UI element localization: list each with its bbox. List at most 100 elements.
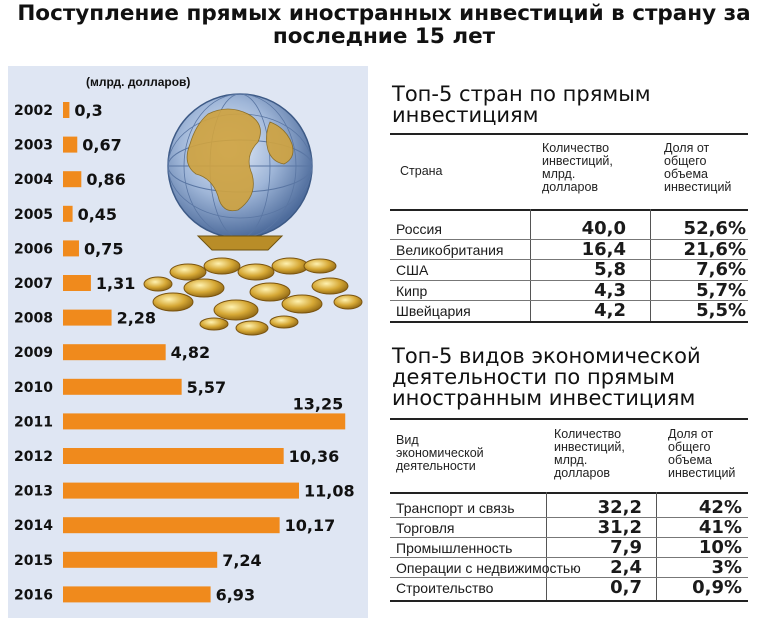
infographic-title: Поступление прямых иностранных инвестици… xyxy=(0,2,768,48)
year-label: 2013 xyxy=(14,484,53,500)
countries-header-amount: Количество инвестиций, млрд. долларов xyxy=(542,141,613,194)
value-label: 2,28 xyxy=(117,309,156,328)
year-label: 2015 xyxy=(14,553,53,569)
activity-share: 10% xyxy=(698,537,742,558)
country-amount: 40,0 xyxy=(581,218,626,239)
activity-share: 42% xyxy=(698,497,742,518)
bar-2012 xyxy=(63,448,284,464)
activity-amount: 0,7 xyxy=(610,577,642,598)
bar-2013 xyxy=(63,482,300,499)
activity-share: 3% xyxy=(711,557,742,578)
activities-table: Вид экономической деятельности Количеств… xyxy=(390,418,750,608)
country-share: 5,7% xyxy=(696,279,746,301)
year-label: 2002 xyxy=(14,103,53,119)
activity-name: Строительство xyxy=(396,580,494,596)
title-text: Поступление прямых иностранных инвестици… xyxy=(17,1,751,49)
chart-unit-label: (млрд. долларов) xyxy=(86,75,190,89)
bar-2007 xyxy=(63,275,91,291)
bar-2010 xyxy=(63,378,182,395)
country-row: Россия 40,0 52,6% xyxy=(390,218,748,239)
activity-amount: 32,2 xyxy=(597,497,642,518)
activity-row: Торговля 31,2 41% xyxy=(390,517,748,538)
activity-amount: 2,4 xyxy=(610,557,642,578)
tables-panel xyxy=(368,66,762,618)
value-label: 0,3 xyxy=(74,101,102,120)
country-row: США 5,8 7,6% xyxy=(390,259,748,280)
activity-share: 41% xyxy=(698,517,742,538)
activity-row: Транспорт и связь 32,2 42% xyxy=(390,497,748,518)
value-label: 1,31 xyxy=(96,274,135,293)
country-name: Швейцария xyxy=(396,303,471,319)
activity-row: Операции с недвижимостью 2,4 3% xyxy=(390,557,748,578)
bar-2002 xyxy=(63,102,70,118)
value-label: 0,67 xyxy=(82,136,121,155)
year-label: 2009 xyxy=(14,345,53,361)
activities-title-line-1: Топ-5 видов экономической xyxy=(392,344,701,368)
bar-2005 xyxy=(63,205,73,222)
bar-2014 xyxy=(63,517,280,534)
value-label: 0,75 xyxy=(84,239,123,258)
activities-header-share: Доля от общего объема инвестиций xyxy=(668,427,736,480)
country-row: Швейцария 4,2 5,5% xyxy=(390,300,748,321)
activity-name: Торговля xyxy=(396,520,455,536)
activity-name: Операции с недвижимостью xyxy=(396,560,581,576)
bar-2003 xyxy=(63,136,78,153)
bar-2011 xyxy=(63,413,346,430)
value-label: 10,36 xyxy=(289,447,340,466)
value-label: 6,93 xyxy=(216,585,255,604)
countries-table: Страна Количество инвестиций, млрд. долл… xyxy=(390,133,750,323)
bar-2006 xyxy=(63,240,79,257)
activity-row: Строительство 0,7 0,9% xyxy=(390,577,748,598)
country-amount: 4,3 xyxy=(594,279,626,301)
value-label: 13,25 xyxy=(293,394,344,413)
value-label: 7,24 xyxy=(222,551,261,570)
activity-row: Промышленность 7,9 10% xyxy=(390,537,748,558)
year-label: 2008 xyxy=(14,311,53,327)
country-row: Кипр 4,3 5,7% xyxy=(390,279,748,301)
activity-amount: 7,9 xyxy=(610,537,642,558)
countries-title-line-2: инвестициям xyxy=(392,103,539,127)
countries-table-title: Топ-5 стран по прямым инвестициям xyxy=(392,84,752,126)
year-label: 2005 xyxy=(14,207,53,223)
country-share: 7,6% xyxy=(696,259,746,280)
countries-header-country: Страна xyxy=(400,164,443,178)
activity-share: 0,9% xyxy=(692,577,742,598)
activities-title-line-2: деятельности по прямым xyxy=(392,365,675,389)
chart-panel: (млрд. долларов) 2002 0,3 2003 0,67 2004 0,86 2… xyxy=(8,66,368,618)
year-label: 2012 xyxy=(14,449,53,465)
country-name: Великобритания xyxy=(396,241,504,258)
countries-title-line-1: Топ-5 стран по прямым xyxy=(392,82,651,106)
investment-bar-chart: (млрд. долларов) 2002 0,3 2003 0,67 2004 0,86 2… xyxy=(14,75,355,604)
value-label: 0,86 xyxy=(86,170,125,189)
bar-2004 xyxy=(63,171,82,188)
globe-with-coins-illustration xyxy=(143,93,363,336)
year-label: 2016 xyxy=(14,587,53,603)
year-label: 2011 xyxy=(14,414,53,430)
country-amount: 16,4 xyxy=(581,238,626,260)
year-label: 2014 xyxy=(14,518,53,534)
year-label: 2010 xyxy=(14,380,53,396)
value-label: 5,57 xyxy=(187,378,226,397)
country-share: 5,5% xyxy=(696,300,746,321)
bar-2008 xyxy=(63,309,112,326)
country-name: Кипр xyxy=(396,282,428,299)
countries-header-share: Доля от общего объема инвестиций xyxy=(664,141,732,194)
activity-amount: 31,2 xyxy=(597,517,642,538)
country-share: 52,6% xyxy=(683,218,746,239)
country-name: Россия xyxy=(396,221,442,237)
bar-2016 xyxy=(63,586,211,603)
year-label: 2003 xyxy=(14,138,53,154)
value-label: 11,08 xyxy=(304,482,355,501)
bar-2015 xyxy=(63,551,218,568)
year-label: 2007 xyxy=(14,276,53,292)
activity-name: Промышленность xyxy=(396,540,513,556)
activities-header-activity: Вид экономической деятельности xyxy=(396,433,484,473)
value-label: 4,82 xyxy=(171,343,210,362)
activity-name: Транспорт и связь xyxy=(396,500,515,516)
year-label: 2006 xyxy=(14,241,53,257)
activities-title-line-3: иностранным инвестициям xyxy=(392,386,696,410)
bar-2009 xyxy=(63,344,166,361)
country-amount: 4,2 xyxy=(594,300,626,321)
value-label: 10,17 xyxy=(285,516,336,535)
country-row: Великобритания 16,4 21,6% xyxy=(390,238,748,260)
